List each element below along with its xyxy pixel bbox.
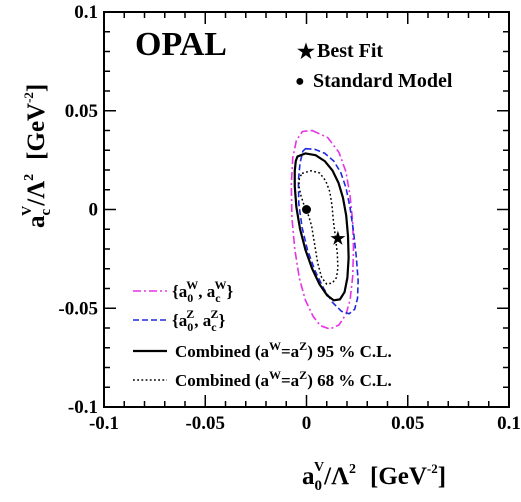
best-fit-legend-label: Best Fit <box>317 40 383 62</box>
series-layer <box>290 129 359 330</box>
standard-model-legend-label: Standard Model <box>313 70 453 92</box>
contour-comb95 <box>293 152 350 302</box>
x-tick-label: -0.05 <box>185 413 225 434</box>
x-tick-label: 0 <box>302 413 312 434</box>
legend-label-comb68: Combined (aW=aZ) 68 % C.L. <box>175 368 392 390</box>
legend-label-w: {a0W, acW} <box>172 278 234 305</box>
standard-model-legend-symbol: ● <box>295 73 305 90</box>
y-tick-label: -0.05 <box>58 298 98 319</box>
best-fit-marker: ★ <box>330 229 346 248</box>
y-tick-label: 0.05 <box>65 101 98 122</box>
y-axis-title: acV/Λ2[GeV-2] <box>20 84 54 228</box>
x-tick-label: 0.05 <box>391 413 424 434</box>
y-tick-label: 0 <box>89 200 99 221</box>
y-tick-labels: -0.1 -0.05 0 0.05 0.1 <box>58 2 98 418</box>
y-tick-label: -0.1 <box>68 397 98 418</box>
series-legend: {a0W, acW} {a0Z, acZ} Combined (aW=aZ) 9… <box>133 278 392 390</box>
contour-comb68 <box>298 170 339 285</box>
chart-title: OPAL <box>135 26 227 63</box>
x-tick-label: -0.1 <box>89 413 119 434</box>
legend-label-comb95: Combined (aW=aZ) 95 % C.L. <box>175 339 392 361</box>
contour-w <box>290 129 355 330</box>
best-fit-legend-symbol: ★ <box>297 41 315 63</box>
x-tick-labels: -0.1 -0.05 0 0.05 0.1 <box>89 413 521 434</box>
axis-ticks <box>103 11 510 408</box>
standard-model-marker <box>302 205 311 214</box>
contour-z <box>297 147 359 315</box>
marker-layer: ★ <box>302 205 346 248</box>
x-axis-title: a0V/Λ2 [GeV-2] <box>302 460 446 494</box>
legend-label-z: {a0Z, acZ} <box>172 307 226 334</box>
y-tick-label: 0.1 <box>74 2 98 23</box>
x-tick-label: 0.1 <box>497 413 521 434</box>
